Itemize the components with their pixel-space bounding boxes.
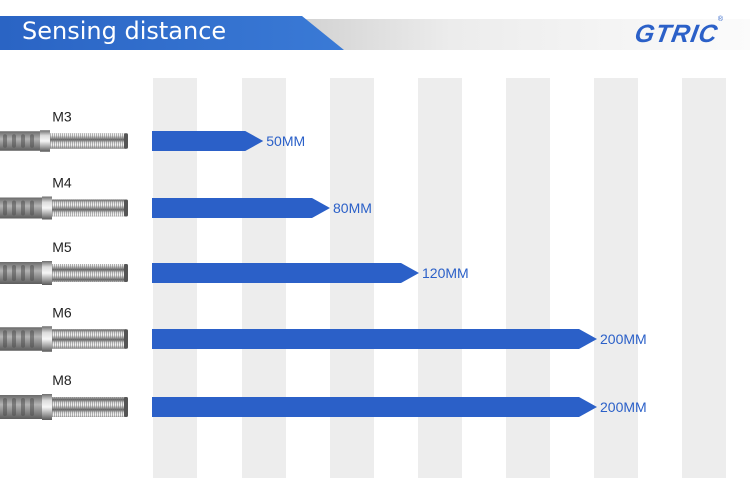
- sensor-thread: [52, 397, 126, 417]
- sensor-thread: [52, 329, 126, 349]
- sensor-body-slot: [3, 330, 7, 348]
- sensor-body-slot: [30, 398, 34, 416]
- category-label: M5: [52, 239, 72, 255]
- bar-m3: [152, 131, 264, 151]
- sensor-collar: [42, 326, 52, 352]
- sensor-collar: [42, 394, 52, 420]
- bar-value-label: 80MM: [333, 200, 372, 216]
- sensor-tip: [124, 133, 128, 149]
- bar-m8: [152, 397, 597, 417]
- bar-m6: [152, 329, 597, 349]
- sensor-tip: [124, 397, 128, 417]
- header-blue-banner: [0, 16, 344, 50]
- bar-value-label: 200MM: [600, 331, 647, 347]
- category-label: M8: [52, 372, 72, 388]
- sensor-body-slot: [21, 265, 25, 281]
- sensor-m6-image: [0, 326, 128, 352]
- sensor-body-slot: [3, 265, 7, 281]
- sensor-body-slot: [12, 330, 16, 348]
- sensor-m8-image: [0, 394, 128, 420]
- sensor-tip: [124, 199, 128, 217]
- sensor-body-slot: [21, 134, 25, 148]
- sensor-body-slot: [12, 200, 16, 216]
- sensor-thread: [52, 199, 126, 217]
- grid-band: [506, 78, 550, 478]
- sensor-images: M3 M4 M5 M6 M8: [0, 108, 128, 420]
- sensor-body-slot: [21, 330, 25, 348]
- sensor-m3-image: [0, 130, 128, 152]
- sensor-tip: [124, 264, 128, 282]
- sensor-body-slot: [30, 200, 34, 216]
- category-label: M6: [52, 304, 72, 320]
- grid-band: [682, 78, 726, 478]
- sensor-body-slot: [21, 398, 25, 416]
- sensor-body-slot: [12, 134, 16, 148]
- page-title: Sensing distance: [22, 17, 227, 45]
- sensor-body-slot: [3, 398, 7, 416]
- sensor-collar: [42, 261, 52, 285]
- sensor-body-slot: [21, 200, 25, 216]
- sensor-body-slot: [12, 398, 16, 416]
- header-grey-ribbon: [290, 19, 750, 50]
- bar-m4: [152, 198, 330, 218]
- sensor-body-slot: [12, 265, 16, 281]
- sensor-collar: [42, 196, 52, 220]
- bar-value-label: 50MM: [266, 133, 305, 149]
- sensor-body: [0, 131, 40, 151]
- sensor-body-slot: [3, 134, 7, 148]
- grid-band: [594, 78, 638, 478]
- sensor-thread: [50, 133, 126, 149]
- bar-value-label: 200MM: [600, 399, 647, 415]
- category-label: M4: [52, 175, 72, 191]
- bars-group: 50MM 80MM 120MM 200MM 200MM: [152, 131, 647, 417]
- sensor-collar: [40, 130, 50, 152]
- sensor-body-slot: [30, 265, 34, 281]
- sensor-body-slot: [30, 134, 34, 148]
- sensor-body-slot: [30, 330, 34, 348]
- sensor-thread: [52, 264, 126, 282]
- category-label: M3: [52, 108, 72, 124]
- header-bar: [0, 16, 750, 50]
- sensor-body-slot: [3, 200, 7, 216]
- bar-m5: [152, 263, 419, 283]
- bar-value-label: 120MM: [422, 265, 469, 281]
- sensor-m4-image: [0, 196, 128, 220]
- sensor-m5-image: [0, 261, 128, 285]
- registered-mark: ®: [717, 16, 723, 23]
- sensor-tip: [124, 329, 128, 349]
